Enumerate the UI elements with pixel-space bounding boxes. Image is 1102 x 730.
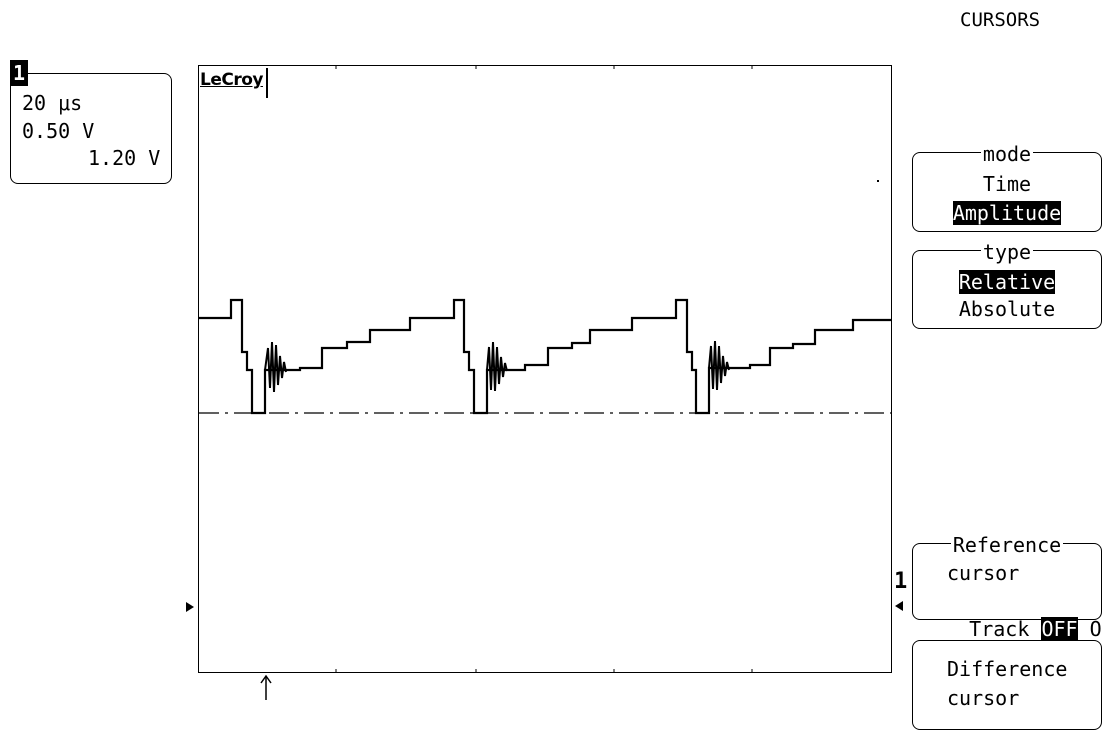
track-label: Track	[969, 617, 1030, 641]
type-option-absolute[interactable]: Absolute	[958, 297, 1056, 321]
reference-cursor-softkey[interactable]: Reference cursor Track OFF On	[912, 533, 1102, 641]
timebase-readout: 20 μs	[22, 91, 83, 115]
type-option-relative[interactable]: Relative	[958, 270, 1056, 294]
channel-number-badge: 1	[10, 60, 28, 86]
channel-info-box[interactable]	[10, 73, 172, 184]
menu-title: CURSORS	[960, 9, 1041, 31]
logo-divider	[266, 68, 268, 98]
type-softkey[interactable]: type Relative Absolute	[912, 240, 1102, 329]
waveform-display[interactable]	[198, 65, 892, 673]
reference-cursor-label: cursor	[947, 561, 1020, 585]
cursor-channel-number: 1	[894, 569, 908, 594]
offset-readout: 1.20 V	[88, 146, 161, 170]
reference-cursor-header: Reference	[950, 533, 1064, 557]
ground-level-marker	[186, 602, 194, 612]
mode-header: mode	[980, 142, 1034, 166]
waveform-trace	[186, 65, 903, 700]
track-off-option[interactable]: OFF	[1041, 617, 1078, 641]
lecroy-logo: LeCroy	[200, 70, 263, 90]
difference-cursor-label: Difference	[947, 657, 1068, 681]
type-header: type	[980, 240, 1034, 264]
mode-option-amplitude[interactable]: Amplitude	[952, 201, 1062, 225]
difference-cursor-softkey[interactable]: Difference cursor	[912, 640, 1102, 730]
difference-cursor-sublabel: cursor	[947, 686, 1020, 710]
track-on-option[interactable]: On	[1089, 617, 1102, 641]
mode-option-time[interactable]: Time	[982, 172, 1032, 196]
volts-per-div-readout: 0.50 V	[22, 119, 95, 143]
mode-softkey[interactable]: mode Time Amplitude	[912, 142, 1102, 232]
